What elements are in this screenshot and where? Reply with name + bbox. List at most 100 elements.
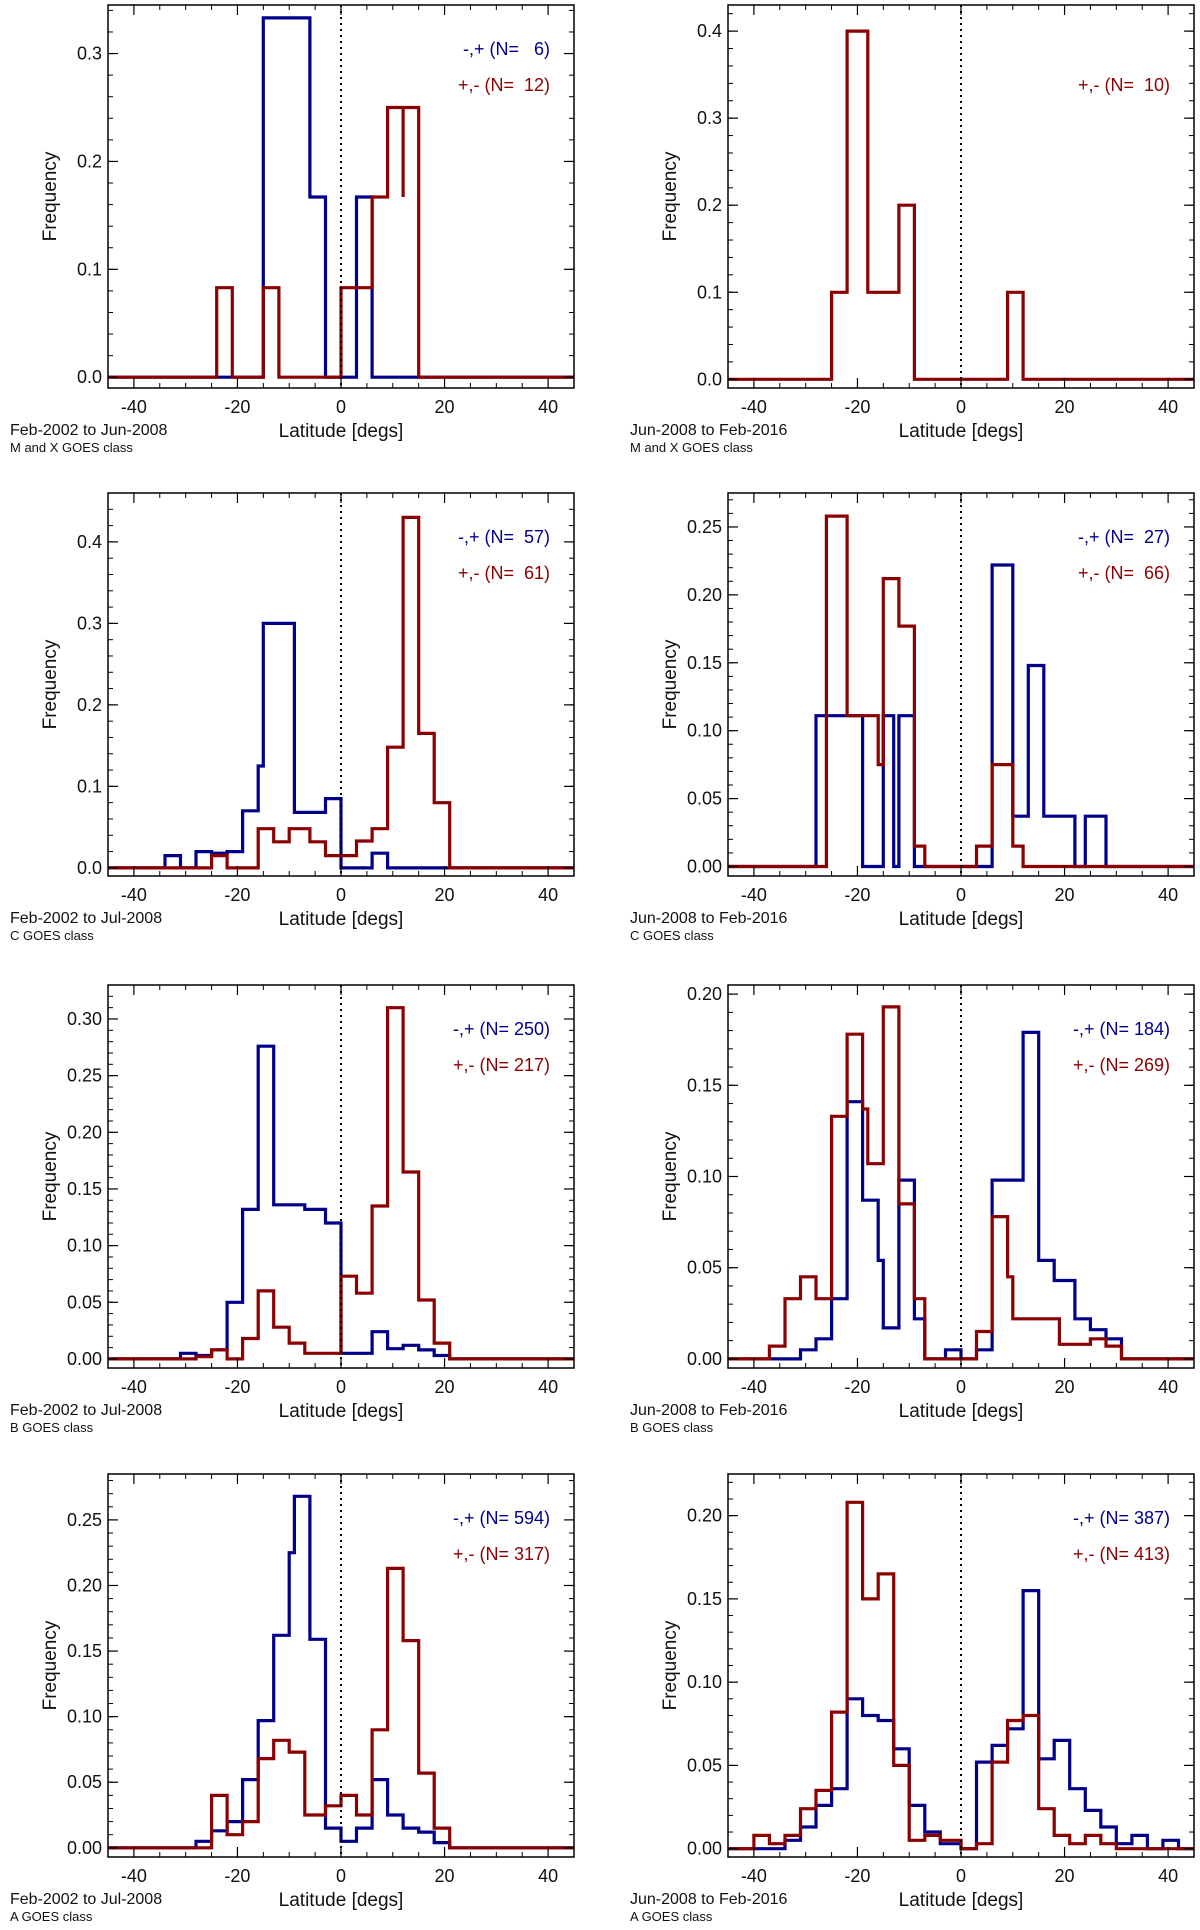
x-tick-label: -40	[121, 1866, 147, 1886]
y-tick-label: 0.00	[687, 1839, 722, 1859]
y-tick-label: 0.20	[67, 1122, 102, 1142]
period-label: Feb-2002 to Jun-2008	[10, 422, 168, 439]
y-tick-label: 0.4	[77, 532, 102, 552]
x-tick-label: 0	[956, 1377, 966, 1397]
y-axis-label: Frequency	[40, 151, 61, 241]
y-tick-label: 0.05	[67, 1292, 102, 1312]
x-tick-label: 20	[1055, 1866, 1075, 1886]
x-tick-label: -20	[844, 397, 870, 417]
y-tick-label: 0.05	[687, 1755, 722, 1775]
series-line-pos-neg	[108, 1006, 574, 1361]
y-tick-label: 0.25	[67, 1066, 102, 1086]
x-tick-label: -40	[121, 1377, 147, 1397]
y-axis-label: Frequency	[660, 1131, 681, 1221]
x-tick-label: 0	[336, 397, 346, 417]
x-tick-label: -20	[224, 397, 250, 417]
x-tick-label: -20	[844, 1377, 870, 1397]
chart-panel-2: -40 -20 0 20 40 0.0 0.1 0.2 0.3 0.4 Latitude [degs…	[630, 4, 1195, 455]
x-axis-label: Latitude [degs]	[899, 1401, 1024, 1422]
x-axis-label: Latitude [degs]	[279, 909, 404, 930]
goes-class-label: M and X GOES class	[10, 440, 133, 455]
y-tick-label: 0.10	[687, 1167, 722, 1187]
y-tick-label: 0.10	[687, 1672, 722, 1692]
legend-entry-pos-neg: +,- (N= 413)	[1073, 1544, 1170, 1564]
x-axis-label: Latitude [degs]	[279, 1890, 404, 1911]
x-tick-label: 0	[956, 397, 966, 417]
y-tick-label: 0.20	[687, 1506, 722, 1526]
series-line-neg-pos	[108, 1494, 574, 1850]
y-tick-label: 0.2	[697, 195, 722, 215]
series-line-pos-neg	[108, 1566, 574, 1850]
y-tick-label: 0.3	[77, 44, 102, 64]
y-tick-label: 0.00	[687, 1349, 722, 1369]
x-tick-label: 20	[435, 1866, 455, 1886]
x-tick-label: -20	[844, 1866, 870, 1886]
x-tick-label: 0	[956, 885, 966, 905]
x-tick-label: -20	[224, 885, 250, 905]
goes-class-label: C GOES class	[630, 928, 714, 943]
x-tick-label: 40	[1158, 1377, 1178, 1397]
y-tick-label: 0.15	[67, 1641, 102, 1661]
y-tick-label: 0.2	[77, 151, 102, 171]
x-tick-label: -20	[844, 885, 870, 905]
y-tick-label: 0.10	[687, 721, 722, 741]
y-tick-label: 0.1	[77, 776, 102, 796]
y-tick-label: 0.1	[77, 259, 102, 279]
x-tick-label: 20	[1055, 397, 1075, 417]
series-line-pos-neg	[728, 29, 1194, 381]
chart-panel-6: -40 -20 0 20 40 0.00 0.05 0.10 0.15 0.20 Latitude …	[630, 984, 1195, 1435]
y-tick-label: 0.15	[687, 653, 722, 673]
y-tick-label: 0.05	[67, 1772, 102, 1792]
x-tick-label: 20	[1055, 1377, 1075, 1397]
chart-panel-4: -40 -20 0 20 40 0.00 0.05 0.10 0.15 0.20 0.25 Latit…	[630, 492, 1195, 943]
x-tick-label: 0	[336, 885, 346, 905]
x-tick-label: 20	[435, 1377, 455, 1397]
y-tick-label: 0.10	[67, 1707, 102, 1727]
y-tick-label: 0.4	[697, 21, 722, 41]
y-axis-label: Frequency	[40, 1131, 61, 1221]
x-tick-label: 40	[538, 1866, 558, 1886]
chart-panel-8: -40 -20 0 20 40 0.00 0.05 0.10 0.15 0.20 Latitude …	[630, 1473, 1195, 1924]
x-tick-label: -20	[224, 1377, 250, 1397]
period-label: Feb-2002 to Jul-2008	[10, 1402, 162, 1419]
goes-class-label: A GOES class	[10, 1909, 93, 1924]
legend-entry-pos-neg: +,- (N= 217)	[453, 1055, 550, 1075]
y-tick-label: 0.20	[67, 1575, 102, 1595]
y-tick-label: 0.1	[697, 282, 722, 302]
legend-entry-pos-neg: +,- (N= 61)	[458, 563, 550, 583]
y-tick-label: 0.15	[687, 1589, 722, 1609]
y-tick-label: 0.0	[77, 858, 102, 878]
y-tick-label: 0.20	[687, 984, 722, 1004]
period-label: Feb-2002 to Jul-2008	[10, 1891, 162, 1908]
legend-entry-pos-neg: +,- (N= 10)	[1078, 75, 1170, 95]
y-tick-label: 0.15	[687, 1075, 722, 1095]
x-tick-label: 0	[336, 1866, 346, 1886]
series-line-pos-neg	[728, 1500, 1194, 1851]
y-axis-label: Frequency	[660, 639, 681, 729]
series-line-pos-neg	[728, 1005, 1194, 1361]
y-axis-label: Frequency	[40, 1620, 61, 1710]
x-tick-label: -40	[741, 1866, 767, 1886]
x-axis-label: Latitude [degs]	[899, 909, 1024, 930]
legend-entry-pos-neg: +,- (N= 317)	[453, 1544, 550, 1564]
x-axis-label: Latitude [degs]	[899, 421, 1024, 442]
goes-class-label: M and X GOES class	[630, 440, 753, 455]
x-tick-label: -40	[121, 885, 147, 905]
x-axis-label: Latitude [degs]	[279, 421, 404, 442]
period-label: Jun-2008 to Feb-2016	[630, 1891, 788, 1908]
x-tick-label: 20	[435, 397, 455, 417]
period-label: Feb-2002 to Jul-2008	[10, 910, 162, 927]
x-tick-label: 20	[435, 885, 455, 905]
goes-class-label: C GOES class	[10, 928, 94, 943]
x-tick-label: 40	[538, 885, 558, 905]
legend-entry-neg-pos: -,+ (N= 184)	[1073, 1019, 1170, 1039]
legend-entry-pos-neg: +,- (N= 12)	[458, 75, 550, 95]
chart-panel-1: -40 -20 0 20 40 0.0 0.1 0.2 0.3 Latitude [degs] Fr…	[10, 4, 575, 455]
legend-entry-pos-neg: +,- (N= 66)	[1078, 563, 1170, 583]
y-tick-label: 0.05	[687, 789, 722, 809]
goes-class-label: B GOES class	[10, 1420, 94, 1435]
y-tick-label: 0.3	[697, 108, 722, 128]
legend-entry-neg-pos: -,+ (N= 27)	[1078, 527, 1170, 547]
y-tick-label: 0.25	[67, 1510, 102, 1530]
